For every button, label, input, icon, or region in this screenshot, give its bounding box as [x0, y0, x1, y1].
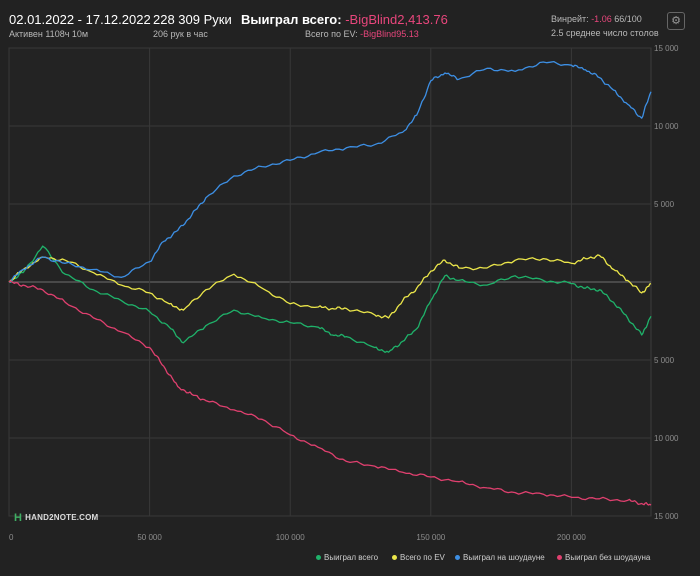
y-tick-label: 5 000 [654, 200, 675, 209]
avg-tables: 2.5 среднее число столов [551, 28, 659, 38]
hands-count: 228 309 Руки [153, 12, 232, 27]
legend-swatch [455, 555, 460, 561]
total-won: Выиграл всего: -BigBlind2,413.76 [241, 12, 448, 27]
winrate-value: -1.06 [591, 14, 612, 24]
logo: H HAND2NOTE.COM [14, 512, 98, 524]
x-tick-label: 150 000 [416, 533, 445, 542]
legend-item-nonshowdown[interactable]: Выиграл без шоудауна [557, 553, 650, 562]
y-tick-label: 15 000 [654, 512, 679, 521]
y-tick-label: 15 000 [654, 44, 679, 53]
winrate: Винрейт: -1.06 66/100 [551, 14, 642, 24]
total-won-label: Выиграл всего: [241, 12, 342, 27]
x-tick-label: 100 000 [276, 533, 305, 542]
date-range[interactable]: 02.01.2022 - 17.12.2022 [9, 12, 151, 27]
winrate-unit: 66/100 [614, 14, 642, 24]
y-tick-label: 5 000 [654, 356, 675, 365]
legend-item-ev[interactable]: Всего по EV [392, 553, 445, 562]
gear-icon[interactable]: ⚙ [667, 12, 685, 30]
legend-swatch [557, 555, 562, 561]
winrate-label: Винрейт: [551, 14, 589, 24]
series-line-won [8, 245, 652, 353]
logo-icon: H [14, 512, 23, 524]
legend-swatch [316, 555, 321, 561]
legend-item-won[interactable]: Выиграл всего [316, 553, 378, 562]
y-tick-label: 10 000 [654, 434, 679, 443]
series-line-nonshowdown [8, 280, 652, 506]
y-tick-label: 10 000 [654, 122, 679, 131]
ev-value: -BigBlind95.13 [360, 29, 419, 39]
series-line-ev [8, 254, 652, 319]
ev-label: Всего по EV: [305, 29, 358, 39]
legend-swatch [392, 555, 397, 561]
series-line-showdown [8, 60, 652, 283]
legend-item-showdown[interactable]: Выиграл на шоудауне [455, 553, 545, 562]
active-time: Активен 1108ч 10м [9, 29, 89, 39]
total-won-value: -BigBlind2,413.76 [345, 12, 448, 27]
x-tick-label: 50 000 [137, 533, 162, 542]
x-tick-label: 200 000 [557, 533, 586, 542]
ev-total: Всего по EV: -BigBlind95.13 [305, 29, 419, 39]
logo-text: HAND2NOTE.COM [25, 513, 99, 522]
hands-per-hour: 206 рук в час [153, 29, 208, 39]
x-tick-label: 0 [9, 533, 14, 542]
